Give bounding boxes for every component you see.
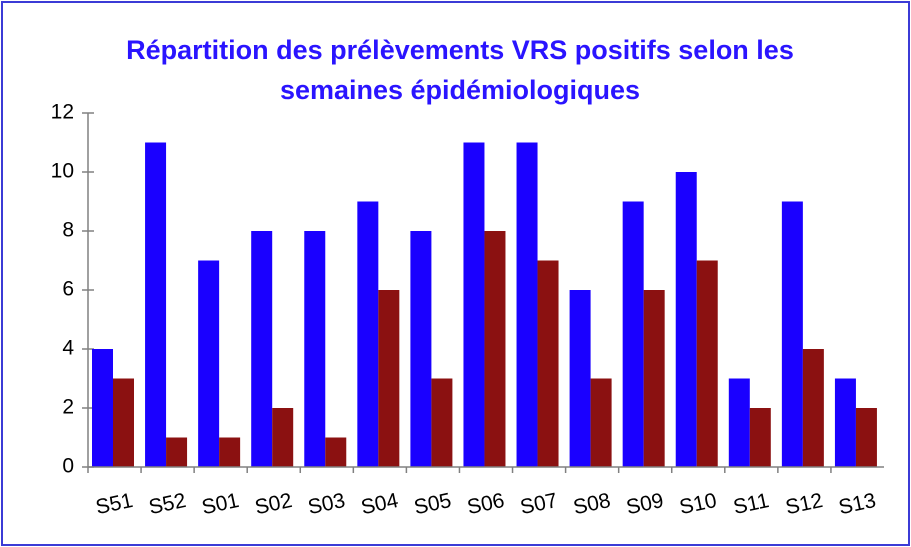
x-tick-label: S51	[94, 489, 135, 519]
x-tick-label: S02	[253, 489, 294, 519]
bar	[728, 378, 750, 467]
y-tick-label: 0	[62, 455, 74, 478]
bar	[145, 142, 167, 467]
x-tick-label: S09	[624, 489, 665, 519]
y-tick-label: 10	[51, 160, 74, 183]
bar	[166, 437, 188, 467]
bar	[675, 172, 697, 467]
x-tick-label: S08	[571, 489, 612, 519]
x-tick-label: S13	[837, 489, 878, 519]
x-tick-label: S05	[412, 489, 453, 519]
bar	[431, 378, 453, 467]
bar	[537, 260, 559, 467]
chart-title: Répartition des prélèvements VRS positif…	[126, 35, 794, 105]
bar	[834, 378, 856, 467]
bar	[378, 290, 400, 467]
bar	[516, 142, 538, 467]
bar	[590, 378, 612, 467]
x-tick-label: S06	[465, 489, 506, 519]
bar	[304, 231, 326, 467]
bar	[802, 349, 824, 467]
y-tick-label: 8	[62, 219, 74, 242]
bar	[463, 142, 485, 467]
bar	[92, 349, 113, 467]
bar	[622, 201, 644, 467]
x-tick-label: S10	[677, 489, 718, 519]
x-tick-label: S04	[359, 489, 401, 519]
x-tick-label: S12	[784, 489, 825, 519]
y-tick-label: 6	[62, 278, 74, 301]
bar	[643, 290, 665, 467]
bar	[855, 408, 877, 467]
x-tick-label: S52	[147, 489, 188, 519]
y-tick-label: 12	[51, 101, 74, 124]
bar	[781, 201, 803, 467]
x-tick-label: S01	[200, 489, 241, 519]
y-tick-label: 4	[62, 337, 74, 360]
x-tick-label: S11	[731, 489, 771, 519]
x-tick-label: S03	[306, 489, 347, 519]
bar	[113, 378, 134, 467]
bar	[272, 408, 294, 467]
bar	[569, 290, 591, 467]
bar	[410, 231, 432, 467]
bar	[357, 201, 379, 467]
bar	[749, 408, 771, 467]
bar	[198, 260, 220, 467]
bar	[484, 231, 506, 467]
bar	[325, 437, 347, 467]
bar	[219, 437, 241, 467]
x-tick-label: S07	[518, 489, 559, 519]
y-tick-label: 2	[62, 396, 74, 419]
bar	[251, 231, 273, 467]
bar	[696, 260, 718, 467]
